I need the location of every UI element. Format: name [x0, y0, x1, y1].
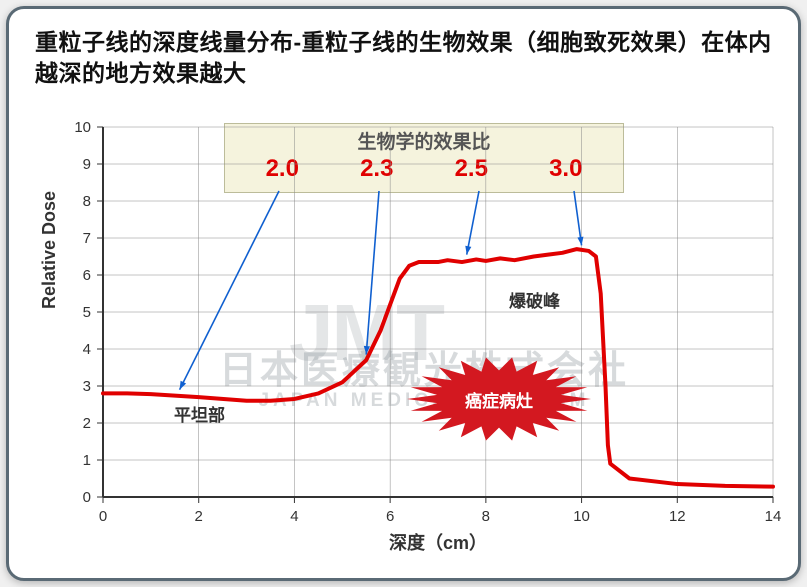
svg-text:0: 0: [99, 508, 107, 525]
svg-text:7: 7: [83, 230, 91, 247]
annotation-flat: 平坦部: [174, 401, 225, 426]
svg-text:6: 6: [386, 508, 394, 525]
svg-text:10: 10: [74, 119, 91, 136]
svg-text:14: 14: [765, 508, 782, 525]
svg-text:10: 10: [573, 508, 590, 525]
svg-text:8: 8: [83, 193, 91, 210]
svg-text:2: 2: [83, 415, 91, 432]
svg-text:8: 8: [482, 508, 490, 525]
chart-svg: 01234567891002468101214深度（cm）: [33, 117, 783, 562]
svg-text:3: 3: [83, 378, 91, 395]
svg-text:2: 2: [195, 508, 203, 525]
svg-text:0: 0: [83, 489, 91, 506]
svg-text:4: 4: [83, 341, 91, 358]
chart-plot: 01234567891002468101214深度（cm）: [33, 117, 783, 562]
chart-container: 重粒子线的深度线量分布-重粒子线的生物效果（细胞致死效果）在体内越深的地方效果越…: [6, 6, 801, 581]
svg-text:深度（cm）: 深度（cm）: [389, 532, 487, 553]
svg-text:12: 12: [669, 508, 686, 525]
svg-text:4: 4: [290, 508, 298, 525]
page-title: 重粒子线的深度线量分布-重粒子线的生物效果（细胞致死效果）在体内越深的地方效果越…: [9, 9, 798, 95]
svg-text:9: 9: [83, 156, 91, 173]
svg-text:5: 5: [83, 304, 91, 321]
lesion-label: 癌症病灶: [404, 354, 594, 444]
svg-text:6: 6: [83, 267, 91, 284]
svg-text:1: 1: [83, 452, 91, 469]
lesion-burst: 癌症病灶: [404, 354, 594, 444]
annotation-peak: 爆破峰: [509, 287, 560, 312]
